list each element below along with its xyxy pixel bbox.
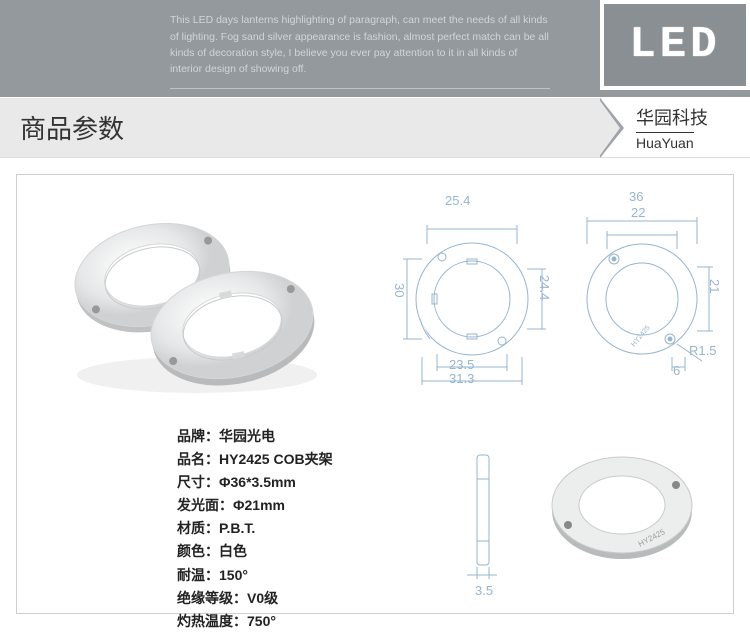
drawing-front-view: HY2425 (577, 189, 717, 389)
dim-30: 30 (392, 283, 407, 297)
arrow-inner-icon (598, 98, 620, 158)
content-area: 25.4 30 24.4 23.5 31.3 (0, 158, 750, 630)
brand-block: 华园科技 HuaYuan (602, 98, 750, 157)
spec-glow: 灼热温度750° (177, 610, 333, 633)
brand-zh: 华园科技 (636, 104, 708, 130)
drawing-side-view: HY2425 (467, 435, 717, 595)
banner-description: This LED days lanterns highlighting of p… (170, 8, 550, 88)
spec-temp: 耐温150° (177, 564, 333, 587)
spec-brand: 品牌华园光电 (177, 425, 333, 448)
dim-r15: R1.5 (689, 343, 716, 358)
spec-color: 颜色白色 (177, 540, 333, 563)
title-left: 商品参数 (0, 98, 602, 157)
dim-31-3: 31.3 (449, 371, 474, 386)
dim-24-4: 24.4 (537, 275, 552, 300)
dim-25-4: 25.4 (445, 193, 470, 208)
dim-22: 22 (631, 205, 645, 220)
dim-36: 36 (629, 189, 643, 204)
product-photo (57, 205, 337, 405)
top-banner: This LED days lanterns highlighting of p… (0, 0, 750, 98)
dim-21: 21 (707, 279, 722, 293)
spec-material: 材质P.B.T. (177, 517, 333, 540)
spec-size: 尺寸Φ36*3.5mm (177, 471, 333, 494)
spec-list: 品牌华园光电 品名HY2425 COB夹架 尺寸Φ36*3.5mm 发光面Φ21… (177, 425, 333, 633)
spec-name: 品名HY2425 COB夹架 (177, 448, 333, 471)
spec-insul: 绝缘等级V0级 (177, 587, 333, 610)
spec-panel: 25.4 30 24.4 23.5 31.3 (16, 174, 734, 614)
dim-23-5: 23.5 (449, 357, 474, 372)
spec-light: 发光面Φ21mm (177, 494, 333, 517)
dim-6: 6 (673, 363, 680, 378)
title-bar: 商品参数 华园科技 HuaYuan (0, 98, 750, 158)
page-title: 商品参数 (20, 109, 124, 146)
brand-en: HuaYuan (636, 132, 694, 151)
part-no: HY2425 (630, 324, 652, 348)
dim-3-5: 3.5 (475, 583, 493, 598)
led-logo-box: LED (600, 0, 750, 90)
led-logo-text: LED (629, 20, 720, 70)
